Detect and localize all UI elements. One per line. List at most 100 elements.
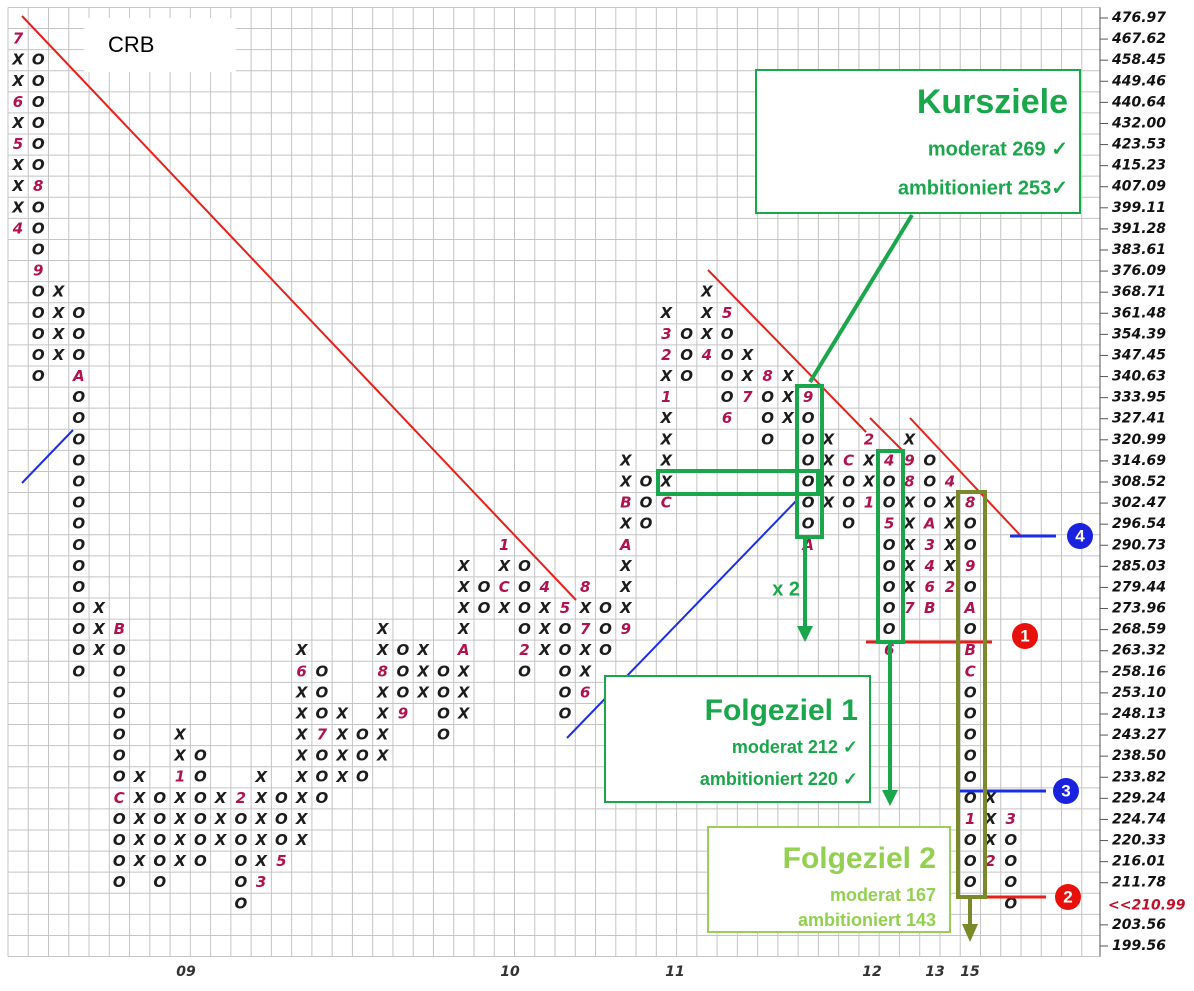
box-symbol: O	[397, 641, 410, 659]
box-symbol: X	[416, 641, 430, 659]
box-symbol: X	[660, 367, 674, 385]
annotation-title: Folgeziel 2	[783, 842, 936, 875]
box-symbol: O	[72, 536, 85, 554]
box-symbol: O	[72, 430, 85, 448]
box-symbol: O	[923, 472, 936, 490]
box-symbol: O	[397, 683, 410, 701]
y-tick-label: 216.01	[1112, 854, 1166, 870]
box-symbol: X	[619, 451, 633, 469]
box-symbol: O	[923, 451, 936, 469]
x-label: 10	[500, 964, 520, 980]
box-symbol: O	[153, 873, 166, 891]
box-symbol: O	[32, 346, 45, 364]
box-symbol: X	[578, 599, 592, 617]
month-marker: 7	[904, 599, 915, 617]
y-tick-label: 211.78	[1112, 875, 1166, 891]
box-symbol: O	[32, 198, 45, 216]
box-symbol: O	[964, 536, 977, 554]
y-tick-label: 361.48	[1112, 305, 1166, 321]
box-symbol: O	[113, 704, 126, 722]
box-symbol: O	[113, 683, 126, 701]
box-symbol: O	[32, 219, 45, 237]
trend-line	[707, 269, 867, 433]
count-box	[795, 384, 824, 539]
box-symbol: O	[113, 852, 126, 870]
box-symbol: O	[72, 557, 85, 575]
box-symbol: X	[295, 747, 309, 765]
month-marker: 6	[722, 409, 732, 427]
box-symbol: O	[153, 810, 166, 828]
box-symbol: X	[943, 494, 957, 512]
multiplier: x 2	[772, 578, 800, 600]
box-symbol: X	[903, 430, 917, 448]
month-marker: 6	[580, 683, 590, 701]
box-symbol: O	[72, 473, 85, 491]
box-symbol: O	[559, 641, 572, 659]
box-symbol: O	[883, 599, 896, 617]
box-symbol: O	[721, 325, 734, 343]
month-marker: A	[457, 641, 470, 659]
box-symbol: X	[254, 852, 268, 870]
box-symbol: X	[376, 641, 390, 659]
box-symbol: O	[640, 494, 653, 512]
box-symbol: X	[376, 747, 390, 765]
box-symbol: O	[761, 409, 774, 427]
marker-circle	[1012, 623, 1038, 649]
box-symbol: X	[133, 768, 147, 786]
month-marker: 1	[175, 768, 185, 786]
month-marker: 7	[13, 30, 24, 48]
box-symbol: O	[599, 620, 612, 638]
box-symbol: O	[234, 873, 247, 891]
month-marker: 4	[944, 472, 955, 490]
y-tick-label: 263.32	[1112, 643, 1166, 659]
month-marker: 5	[276, 852, 286, 870]
box-symbol: X	[376, 726, 390, 744]
month-marker: 9	[398, 704, 408, 722]
box-symbol: X	[133, 852, 147, 870]
box-symbol: O	[802, 473, 815, 491]
box-symbol: O	[478, 599, 491, 617]
box-symbol: X	[11, 177, 25, 195]
box-symbol: X	[11, 72, 25, 90]
x-label: 12	[862, 964, 881, 980]
box-symbol: O	[964, 747, 977, 765]
box-symbol: O	[883, 557, 896, 575]
box-symbol: X	[619, 515, 633, 533]
month-marker: 2	[661, 346, 671, 364]
month-marker: B	[620, 494, 631, 512]
box-symbol: X	[903, 494, 917, 512]
pointer	[808, 213, 914, 384]
box-symbol: X	[741, 346, 755, 364]
month-marker: 7	[317, 726, 328, 744]
box-symbol: O	[518, 557, 531, 575]
box-symbol: O	[518, 578, 531, 596]
y-tick-label: 285.03	[1112, 558, 1166, 574]
y-tick-label: 449.46	[1111, 73, 1166, 89]
box-symbol: O	[32, 135, 45, 153]
box-symbol: O	[113, 831, 126, 849]
y-tick-label: 399.11	[1112, 200, 1166, 216]
box-symbol: X	[903, 557, 917, 575]
box-symbol: O	[113, 641, 126, 659]
annotation-title: Kursziele	[917, 83, 1068, 121]
box-symbol: X	[254, 789, 268, 807]
box-symbol: X	[214, 789, 228, 807]
box-symbol: X	[822, 494, 836, 512]
box-symbol: O	[721, 367, 734, 385]
month-marker: 1	[499, 536, 509, 554]
month-marker: 1	[864, 494, 874, 512]
y-tick-label: 314.69	[1112, 453, 1166, 469]
box-symbol: O	[316, 789, 329, 807]
box-symbol: O	[1004, 894, 1017, 912]
box-symbol: O	[883, 472, 896, 490]
box-symbol: O	[680, 346, 693, 364]
month-marker: 5	[13, 135, 23, 153]
box-symbol: O	[194, 789, 207, 807]
box-symbol: O	[356, 768, 369, 786]
annotation-title: Folgeziel 1	[705, 694, 858, 727]
month-marker: 1	[661, 388, 671, 406]
support-line	[21, 429, 74, 484]
box-symbol: O	[234, 810, 247, 828]
y-tick-label: 391.28	[1112, 221, 1166, 237]
